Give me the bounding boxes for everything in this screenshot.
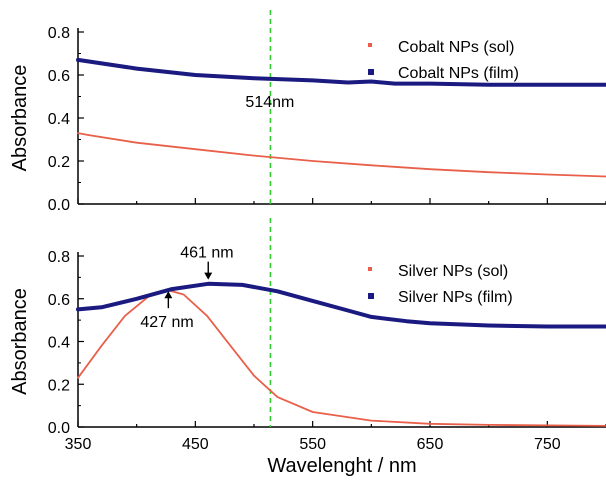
legend-marker: [368, 267, 372, 271]
y-tick-label: 0.2: [48, 377, 70, 394]
y-tick-label: 0.2: [48, 154, 70, 171]
panel-silver: 0.0 0.2 0.4 0.6 0.8 350 450 550 650 750 Absorbance…: [9, 218, 606, 477]
y-tick-label: 0.8: [48, 249, 70, 266]
x-tick-label: 550: [299, 436, 326, 453]
legend-label: Cobalt NPs (sol): [398, 39, 514, 56]
y-tick-label: 0.0: [48, 420, 70, 437]
legend-label: Silver NPs (film): [398, 289, 513, 306]
y-tick-label: 0.6: [48, 292, 70, 309]
y-tick-label: 0.4: [48, 111, 70, 128]
annotation-label: 514nm: [245, 94, 294, 111]
x-tick-label: 350: [65, 436, 92, 453]
y-tick-label: 0.4: [48, 335, 70, 352]
y-axis-title: Absorbance: [9, 65, 31, 172]
legend-label: Silver NPs (sol): [398, 263, 508, 280]
legend-label: Cobalt NPs (film): [398, 65, 519, 82]
y-axis-title: Absorbance: [9, 288, 31, 395]
annotation-label: 427 nm: [140, 314, 193, 331]
x-tick-label: 450: [182, 436, 209, 453]
legend-marker: [368, 69, 374, 75]
annotation-label: 461 nm: [180, 245, 233, 262]
series-line-sol: [77, 132, 606, 178]
arrow-head: [164, 291, 173, 299]
x-tick-label: 650: [417, 436, 444, 453]
x-axis-title: Wavelenght / nm: [267, 455, 416, 477]
legend-marker: [368, 43, 372, 47]
series-line-sol: [77, 289, 606, 427]
y-tick-label: 0.8: [48, 25, 70, 42]
y-tick-label: 0.6: [48, 68, 70, 85]
x-tick-label: 750: [534, 436, 561, 453]
panel-cobalt: 0.0 0.2 0.4 0.6 0.8 Absorbance Cobalt NPs (sol…: [9, 10, 606, 214]
y-tick-label: 0.0: [48, 197, 70, 214]
series-line-film: [76, 57, 606, 87]
legend-marker: [368, 293, 374, 299]
series-line-film: [76, 281, 606, 329]
arrow-head: [204, 272, 213, 280]
